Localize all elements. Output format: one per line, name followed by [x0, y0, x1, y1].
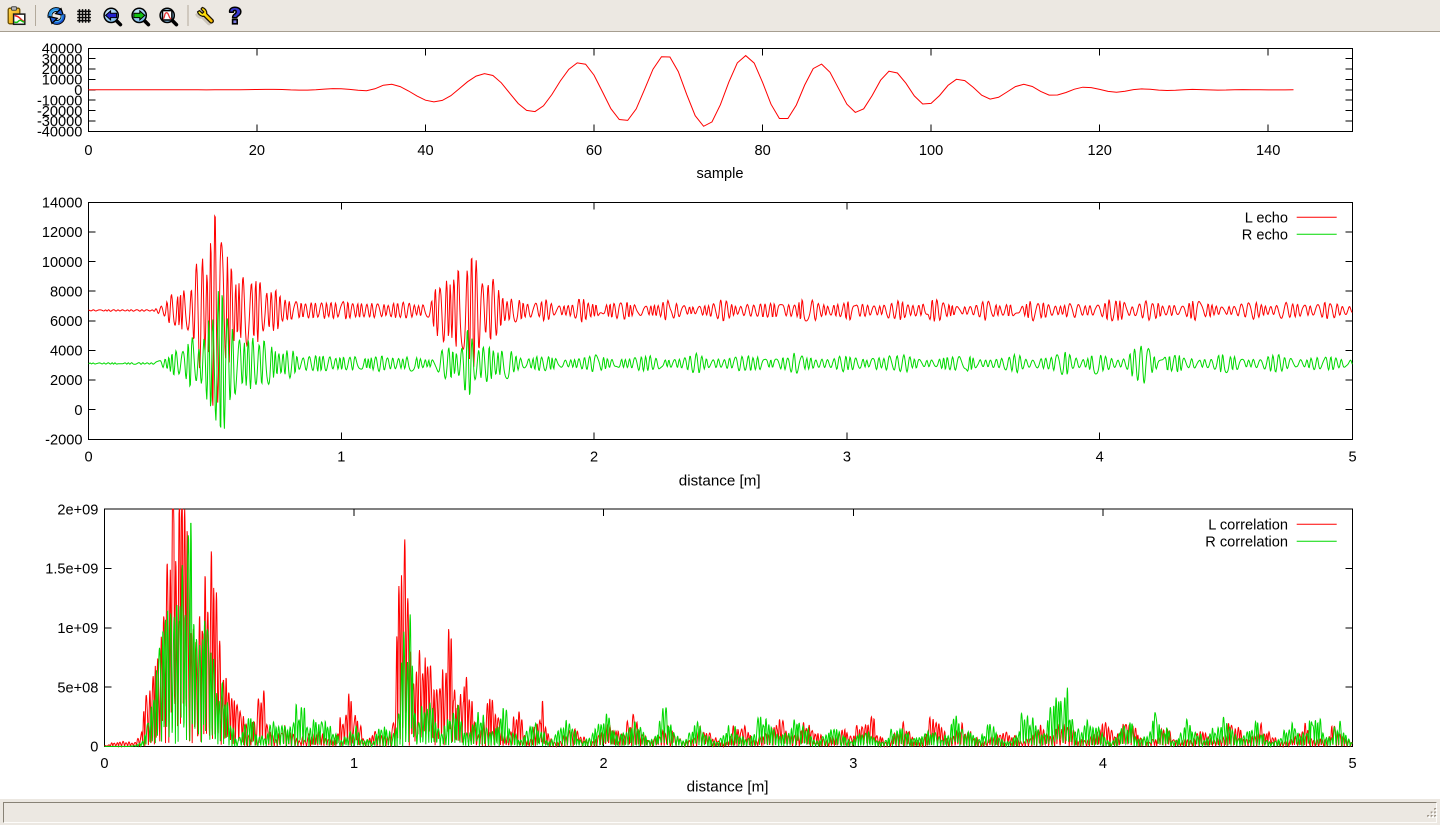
svg-text:140: 140 — [1256, 143, 1280, 159]
svg-text:0: 0 — [100, 756, 108, 772]
svg-text:14000: 14000 — [42, 196, 83, 212]
svg-text:5e+08: 5e+08 — [57, 680, 98, 696]
svg-text:4: 4 — [1096, 450, 1104, 466]
svg-text:distance [m]: distance [m] — [687, 779, 769, 796]
svg-text:L echo: L echo — [1245, 211, 1288, 227]
svg-text:5: 5 — [1348, 756, 1356, 772]
svg-text:4000: 4000 — [50, 344, 82, 360]
svg-text:1: 1 — [350, 756, 358, 772]
svg-text:2e+09: 2e+09 — [57, 502, 98, 518]
svg-text:L correlation: L correlation — [1208, 518, 1288, 534]
svg-text:0: 0 — [74, 83, 82, 99]
svg-text:2000: 2000 — [50, 373, 82, 389]
svg-text:40: 40 — [417, 143, 433, 159]
svg-text:20000: 20000 — [42, 62, 83, 78]
svg-text:100: 100 — [919, 143, 943, 159]
svg-text:120: 120 — [1088, 143, 1112, 159]
svg-text:5: 5 — [1348, 450, 1356, 466]
svg-text:80: 80 — [754, 143, 770, 159]
svg-text:1: 1 — [337, 450, 345, 466]
svg-text:0: 0 — [74, 403, 82, 419]
svg-text:R correlation: R correlation — [1205, 535, 1288, 551]
svg-text:4: 4 — [1099, 756, 1107, 772]
svg-text:1e+09: 1e+09 — [57, 621, 98, 637]
svg-text:30000: 30000 — [42, 52, 83, 68]
svg-text:0: 0 — [90, 740, 98, 756]
svg-text:sample: sample — [696, 166, 743, 182]
svg-text:-10000: -10000 — [37, 93, 82, 109]
svg-text:3: 3 — [849, 756, 857, 772]
svg-text:-2000: -2000 — [45, 433, 82, 449]
svg-text:2: 2 — [600, 756, 608, 772]
svg-text:6000: 6000 — [50, 314, 82, 330]
svg-text:2: 2 — [590, 450, 598, 466]
svg-text:10000: 10000 — [42, 73, 83, 89]
svg-text:20: 20 — [249, 143, 265, 159]
svg-text:-20000: -20000 — [37, 104, 82, 120]
svg-text:0: 0 — [84, 450, 92, 466]
svg-text:1.5e+09: 1.5e+09 — [45, 562, 98, 578]
svg-text:R echo: R echo — [1242, 228, 1288, 244]
svg-text:8000: 8000 — [50, 284, 82, 300]
svg-text:3: 3 — [843, 450, 851, 466]
svg-text:-30000: -30000 — [37, 114, 82, 130]
svg-text:0: 0 — [84, 143, 92, 159]
svg-text:-40000: -40000 — [37, 125, 82, 141]
svg-text:40000: 40000 — [42, 42, 83, 58]
svg-text:10000: 10000 — [42, 255, 83, 271]
svg-text:60: 60 — [586, 143, 602, 159]
svg-text:distance [m]: distance [m] — [679, 472, 761, 489]
svg-text:12000: 12000 — [42, 225, 83, 241]
